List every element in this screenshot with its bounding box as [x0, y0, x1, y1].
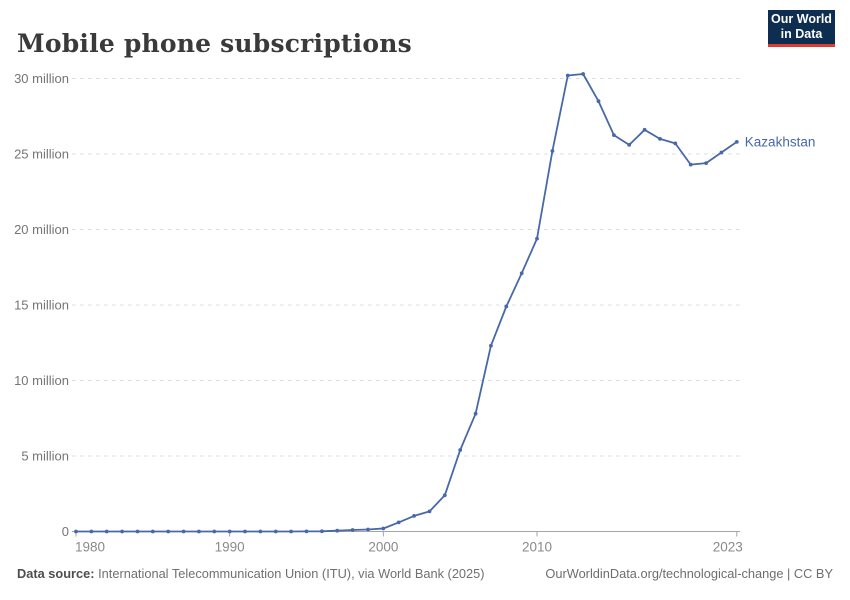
data-point [258, 529, 263, 534]
rights-link[interactable]: OurWorldinData.org/technological-change … [545, 566, 833, 581]
y-axis-tick-label: 20 million [14, 222, 69, 237]
data-point [74, 529, 78, 534]
x-axis-tick-label: 2023 [713, 540, 743, 555]
data-source-text: International Telecommunication Union (I… [98, 566, 485, 581]
data-point [366, 527, 370, 532]
data-point [304, 529, 309, 534]
data-point [396, 520, 401, 525]
y-axis-tick-label: 0 [62, 524, 69, 539]
plot-area[interactable] [72, 70, 740, 532]
data-point [427, 509, 432, 514]
data-point [320, 529, 324, 534]
data-point [273, 529, 278, 534]
y-axis-tick-label: 5 million [21, 449, 69, 464]
owid-logo-text-line1: Our World [771, 12, 832, 26]
y-axis-tick-label: 15 million [14, 298, 69, 313]
x-axis-tick-label: 1980 [75, 540, 105, 555]
owid-logo[interactable]: Our World in Data [768, 10, 835, 47]
data-point [381, 526, 386, 531]
data-point [658, 137, 662, 141]
data-point [181, 529, 186, 534]
x-axis-tick-label: 2010 [522, 540, 552, 555]
data-point [519, 271, 524, 276]
data-point [719, 150, 724, 155]
data-point [150, 529, 155, 534]
data-point [350, 528, 355, 532]
data-source-label: Data source: [17, 566, 95, 581]
data-point [565, 73, 570, 78]
data-point [612, 133, 616, 138]
data-point [673, 141, 678, 146]
data-point [627, 143, 632, 147]
data-point [243, 529, 247, 534]
data-point [412, 514, 416, 518]
data-point [289, 529, 293, 534]
x-axis-tick-label: 1990 [215, 540, 245, 555]
data-point [104, 529, 109, 534]
data-source-note: Data source: International Telecommunica… [17, 566, 485, 581]
data-point [473, 411, 478, 416]
data-point [197, 529, 201, 534]
entity-label-kazakhstan[interactable]: Kazakhstan [745, 134, 816, 149]
data-point [535, 236, 539, 241]
data-point [442, 493, 447, 498]
data-point [489, 343, 493, 348]
data-point [704, 161, 708, 166]
data-point [335, 528, 340, 533]
data-point [166, 529, 171, 534]
data-point [120, 529, 124, 534]
data-point [227, 529, 232, 534]
x-axis-tick-label: 2000 [368, 540, 398, 555]
data-point [135, 529, 140, 534]
data-point [734, 140, 739, 144]
data-point [89, 529, 94, 534]
data-point [596, 99, 601, 104]
data-point [688, 162, 693, 167]
chart-title: Mobile phone subscriptions [17, 28, 412, 58]
data-point [458, 448, 463, 452]
data-point [504, 304, 509, 309]
data-point [581, 72, 585, 76]
series-line-kazakhstan [75, 73, 738, 533]
y-axis-tick-label: 25 million [14, 147, 69, 162]
chart-footer: Data source: International Telecommunica… [17, 566, 833, 581]
data-point [212, 529, 217, 534]
y-axis-tick-label: 30 million [14, 71, 69, 86]
y-axis-tick-label: 10 million [14, 373, 69, 388]
owid-logo-text-line2: in Data [780, 27, 823, 41]
data-point [642, 127, 647, 132]
data-point [550, 149, 555, 153]
